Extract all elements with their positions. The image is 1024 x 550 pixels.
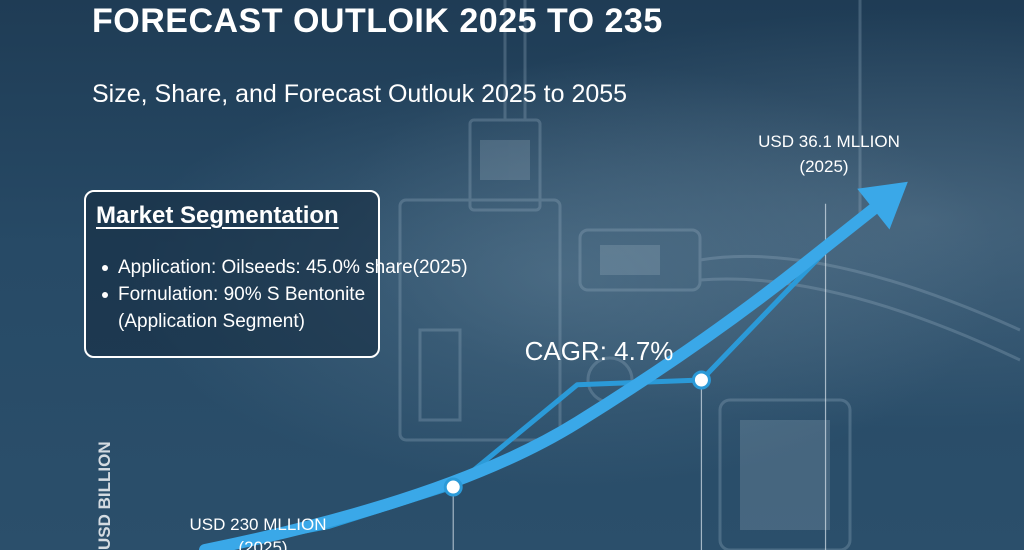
page-title: FORECAST OUTLOIK 2025 TO 235 (92, 2, 663, 40)
annotation-end-year: (2025) (799, 157, 848, 176)
arrow-head (857, 181, 908, 230)
annotation-start-value: USD 230 MLLION (190, 515, 327, 534)
segmentation-title: Market Segmentation (96, 202, 339, 229)
data-point-marker (443, 477, 463, 497)
segmentation-item-application: Application: Oilseeds: 45.0% share(2025) (100, 254, 520, 281)
page-subtitle: Size, Share, and Forecast Outlouk 2025 t… (92, 80, 628, 108)
annotation-end-value: USD 36.1 MLLION (758, 132, 900, 151)
annotation-start-year: (2025) (238, 538, 287, 550)
growth-arrow (199, 200, 883, 550)
segmentation-item-formulation: Fornulation: 90% S Bentonite (Applicatio… (100, 281, 388, 335)
cagr-label: CAGR: 4.7% (525, 336, 674, 366)
segmentation-list: Application: Oilseeds: 45.0% share(2025)… (100, 254, 520, 335)
market-segmentation-panel: Market Segmentation Application: Oilseed… (84, 190, 468, 358)
y-axis-label: USD BILLION (95, 441, 114, 550)
data-point-marker (691, 370, 711, 390)
